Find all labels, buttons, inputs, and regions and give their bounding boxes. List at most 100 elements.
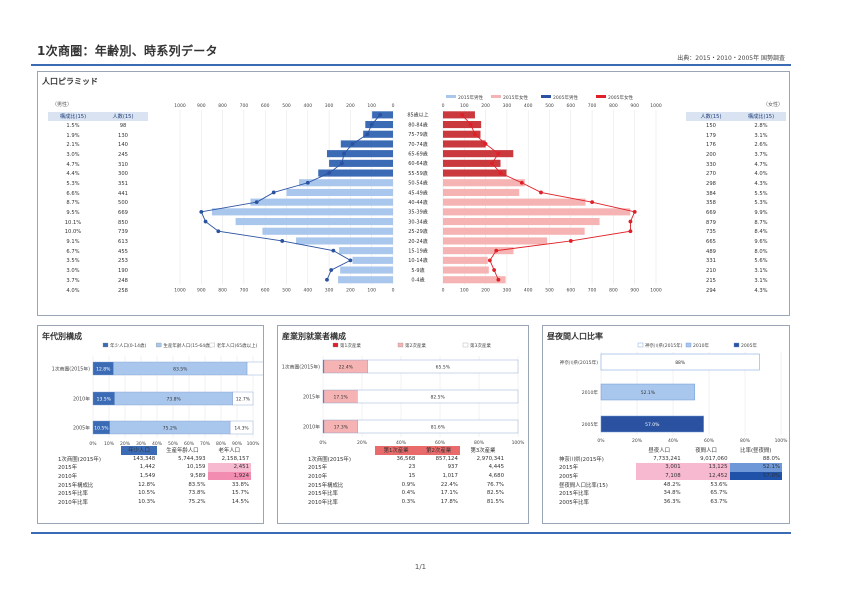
- tick-label: 700: [240, 103, 249, 109]
- male-ratio-cell: 6.7%: [66, 248, 80, 255]
- legend-label: 2005年: [741, 342, 757, 349]
- female-count-cell: 294: [706, 287, 716, 294]
- table-cell: 52.1%: [729, 463, 782, 472]
- data-label: 75.2%: [163, 426, 178, 432]
- female-2005-point: [628, 219, 633, 224]
- female-bar: [443, 266, 489, 274]
- table-cell: 17.8%: [440, 498, 458, 505]
- table-row: 200 3.7%: [686, 150, 786, 160]
- legend-swatch: [541, 95, 551, 98]
- tick-label: 1000: [174, 103, 186, 109]
- tick-label: 40%: [396, 440, 407, 446]
- male-2005-point: [339, 161, 344, 166]
- table-row: 1.5% 98: [48, 121, 148, 131]
- male-count-cell: 245: [118, 151, 128, 158]
- bar-segment: [357, 389, 519, 404]
- tick-label: 900: [197, 103, 206, 109]
- tick-label: 200: [346, 288, 355, 294]
- data-label: 81.6%: [431, 425, 446, 431]
- age-group-label: 70-74歳: [408, 141, 428, 148]
- female-bar: [443, 111, 475, 119]
- table-cell: 48.2%: [663, 481, 681, 488]
- industry-title: 産業別就業者構成: [282, 332, 346, 341]
- tick-label: 70%: [200, 441, 211, 447]
- male-bar: [299, 179, 393, 187]
- table-row: 2015年構成比 12.8% 83.5% 33.8%: [56, 480, 251, 489]
- male-bar: [372, 111, 393, 119]
- table-cell: 13,125: [682, 463, 730, 472]
- daynight-chart: 神奈川県(2015年) 2010年 2005年 0% 20% 40% 60% 80% 100% 神…: [560, 342, 788, 444]
- female-ratio-cell: 3.7%: [754, 151, 768, 158]
- table-cell: 0.4%: [401, 490, 416, 497]
- daynight-title: 昼夜間人口比率: [547, 332, 603, 341]
- male-ratio-cell: 4.0%: [66, 287, 80, 294]
- tick-label: 400: [524, 288, 533, 294]
- legend-swatch: [596, 95, 606, 98]
- male-2005-point: [365, 132, 370, 137]
- male-bar: [363, 130, 393, 138]
- data-label: 13.5%: [97, 397, 112, 403]
- male-count-cell: 613: [118, 239, 128, 246]
- industry-panel: 産業別就業者構成 第1次産業 第2次産業 第3次産業 0% 20% 40% 60% 80% 10…: [277, 325, 529, 524]
- column-header: [557, 446, 636, 455]
- data-label: 88%: [675, 360, 686, 366]
- daynight-bar: [600, 383, 696, 401]
- female-ratio-cell: 5.6%: [754, 258, 768, 265]
- tick-label: 600: [567, 288, 576, 294]
- tick-label: 0%: [597, 438, 605, 444]
- pyramid-chart: 2015年男性 2015年女性 2005年男性 2005年女性100010009009…: [174, 94, 662, 294]
- female-2005-point: [496, 277, 501, 282]
- female-table: 人数(15) 構成比(15) 150 2.8% 179 3.1% 176 2.6% 200 3…: [686, 112, 786, 295]
- female-ratio-cell: 4.0%: [754, 171, 768, 178]
- tick-label: 800: [218, 288, 227, 294]
- tick-label: 900: [197, 288, 206, 294]
- table-cell: 15.7%: [231, 490, 249, 497]
- female-ratio-cell: 2.6%: [754, 142, 768, 149]
- male-count-cell: 98: [119, 122, 127, 129]
- daynight-table: 昼夜人口 夜間人口 比率(昼夜間) 神奈川県(2015年) 7,733,241 9,01…: [557, 446, 782, 506]
- legend-swatch: [685, 342, 692, 348]
- male-ratio-cell: 3.7%: [66, 277, 80, 284]
- table-row: 8.7% 500: [48, 199, 148, 209]
- table-row: 1.9% 130: [48, 131, 148, 141]
- male-2005-point: [331, 248, 336, 253]
- table-cell: 0.3%: [401, 498, 416, 505]
- daynight-bar: [600, 353, 760, 371]
- table-row: 4.4% 300: [48, 169, 148, 179]
- table-row: 179 3.1%: [686, 131, 786, 141]
- female-count-cell: 270: [706, 171, 716, 178]
- table-cell: 4,680: [488, 473, 504, 480]
- data-label: 17.3%: [334, 425, 349, 431]
- table-cell: 33.8%: [231, 481, 249, 488]
- data-label: 65.5%: [436, 365, 451, 371]
- tick-label: 50%: [168, 441, 179, 447]
- male-count-cell: 351: [118, 180, 128, 187]
- row-label: 昼夜間人口比率(15): [559, 482, 608, 489]
- table-row: 4.7% 310: [48, 160, 148, 170]
- table-row: 3.5% 253: [48, 257, 148, 267]
- legend-label: 第2次産業: [405, 342, 426, 349]
- bar-segment: [229, 420, 254, 435]
- tick-label: 700: [588, 288, 597, 294]
- tick-label: 200: [481, 103, 490, 109]
- female-count-cell: 489: [706, 248, 716, 255]
- male-ratio-cell: 1.9%: [66, 132, 80, 139]
- female-2005-point: [483, 142, 488, 146]
- bar-segment: [367, 359, 519, 374]
- male-2005-line: [200, 114, 381, 280]
- female-count-cell: 210: [706, 268, 716, 275]
- tick-label: 300: [325, 103, 334, 109]
- table-row: 665 9.6%: [686, 237, 786, 247]
- tick-label: 1000: [174, 288, 186, 294]
- tick-label: 20%: [357, 440, 368, 446]
- column-header: 老年人口: [218, 448, 241, 455]
- table-row: 330 4.7%: [686, 160, 786, 170]
- male-ratio-cell: 3.0%: [66, 151, 80, 158]
- row-label: 2010年: [582, 389, 599, 396]
- table-cell: 36,568: [396, 455, 416, 462]
- tick-label: 100%: [247, 441, 261, 447]
- data-label: 22.4%: [339, 365, 354, 371]
- table-cell: 81.5%: [486, 498, 504, 505]
- column-header: [56, 446, 121, 455]
- female-ratio-cell: 3.1%: [754, 268, 768, 275]
